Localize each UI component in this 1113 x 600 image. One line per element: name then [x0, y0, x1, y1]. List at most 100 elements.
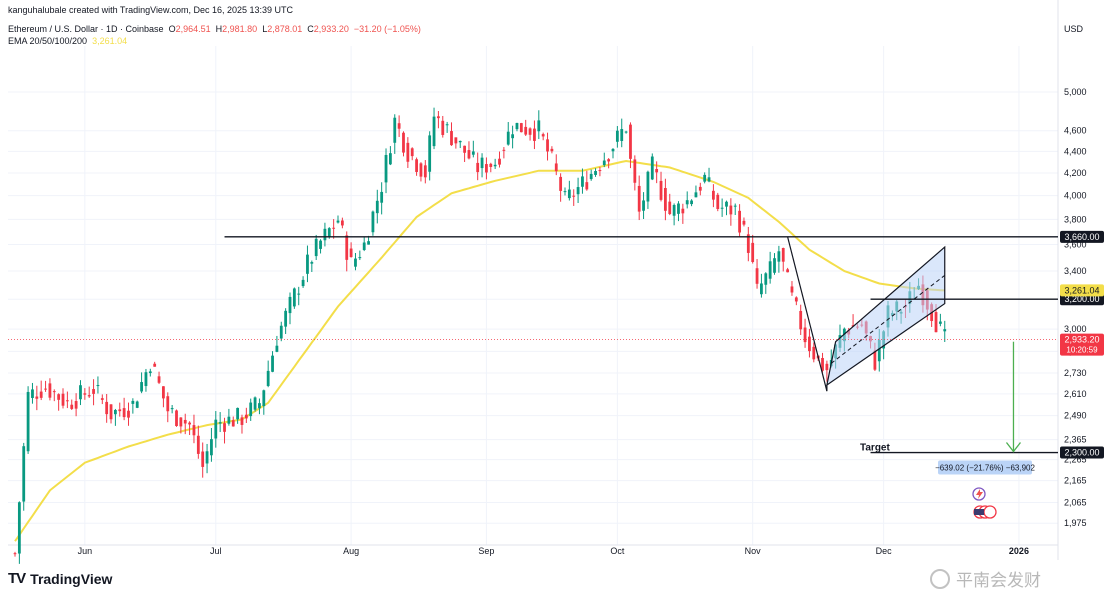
x-tick-label: Sep: [478, 546, 494, 556]
candle-up: [589, 173, 593, 180]
candle-up: [301, 279, 305, 287]
candle-down: [585, 182, 589, 190]
candle-down: [44, 388, 47, 390]
candle-up: [17, 502, 21, 554]
x-tick-label: Jul: [210, 546, 222, 556]
currency-label[interactable]: USD: [1064, 24, 1084, 34]
event-icons[interactable]: [972, 487, 997, 519]
candle-down: [738, 210, 741, 233]
candle-down: [821, 357, 824, 371]
candle-down: [345, 235, 349, 260]
candle-down: [188, 422, 191, 425]
candle-up: [764, 273, 768, 285]
x-tick-label: Jun: [78, 546, 93, 556]
candle-up: [624, 131, 628, 133]
candle-up: [79, 385, 82, 400]
candle-up: [371, 211, 375, 233]
candle-up: [511, 134, 515, 139]
candle-down: [397, 123, 401, 129]
candle-down: [105, 401, 109, 415]
low-value: 2,878.01: [267, 24, 303, 34]
symbol-line: Ethereum / U.S. Dollar · 1D · Coinbase O…: [8, 24, 421, 34]
candle-down: [742, 220, 746, 225]
candle-down: [183, 419, 187, 424]
x-tick-label: Nov: [745, 546, 762, 556]
candle-up: [297, 293, 301, 295]
y-tick-label: 4,000: [1064, 191, 1087, 201]
candle-down: [751, 242, 755, 262]
candle-down: [799, 310, 803, 330]
candle-up: [620, 129, 624, 141]
candle-up: [31, 389, 34, 398]
candle-down: [698, 186, 702, 191]
candle-up: [537, 120, 541, 132]
candle-down: [663, 188, 667, 211]
bear-flag-channel: [826, 245, 946, 387]
candle-up: [602, 160, 606, 166]
candle-down: [223, 423, 226, 432]
x-axis[interactable]: Jun Jul Aug Sep Oct Nov Dec 2026: [78, 546, 1029, 556]
candle-up: [384, 154, 388, 183]
candle-up: [563, 191, 567, 193]
level-tag: 3,200.00: [1064, 294, 1099, 304]
level-tag-bg: [1060, 230, 1104, 243]
candle-down: [196, 435, 200, 454]
candle-up: [515, 122, 519, 130]
candle-down: [934, 312, 938, 333]
candle-up: [218, 422, 222, 424]
candle-up: [131, 400, 135, 404]
candle-down: [803, 327, 807, 343]
candle-up: [506, 131, 510, 145]
candle-up: [148, 371, 152, 374]
y-tick-label: 3,000: [1064, 324, 1087, 334]
candle-up: [445, 124, 449, 126]
measure-box: [938, 460, 1032, 475]
candle-up: [480, 157, 484, 169]
candle-down: [240, 417, 244, 425]
candle-down: [122, 408, 126, 418]
candle-up: [388, 153, 392, 165]
candle-up: [760, 283, 763, 295]
price-tags: 3,660.00 3,200.00 2,300.00 3,261.04 2,933.20…: [8, 230, 1104, 459]
candle-down: [419, 163, 423, 177]
candle-up: [310, 262, 314, 264]
candle-down: [786, 269, 790, 273]
candle-up: [140, 382, 143, 392]
candle-down: [65, 400, 69, 402]
brand-name: TradingView: [30, 570, 113, 587]
candle-up: [471, 151, 475, 155]
candle-down: [559, 176, 563, 191]
candle-up: [493, 164, 497, 167]
candle-up: [733, 205, 737, 207]
candle-up: [306, 254, 309, 274]
candle-up: [581, 176, 584, 187]
candle-down: [554, 163, 558, 172]
ema-value: 3,261.04: [92, 36, 128, 46]
symbol-name[interactable]: Ethereum / U.S. Dollar · 1D · Coinbase: [8, 24, 164, 34]
candle-down: [790, 286, 794, 293]
open-value: 2,964.51: [175, 24, 211, 34]
y-tick-label: 5,000: [1064, 87, 1087, 97]
tradingview-brand[interactable]: TV TradingView: [8, 570, 112, 587]
chart-credit: kanguhalubale created with TradingView.c…: [8, 5, 294, 15]
candle-up: [576, 187, 580, 195]
candle-up: [22, 446, 26, 502]
ema-legend[interactable]: EMA 20/50/100/200 3,261.04: [8, 36, 127, 46]
candle-up: [96, 385, 100, 387]
candle-down: [231, 420, 235, 427]
candle-up: [777, 251, 781, 262]
candle-down: [100, 398, 104, 400]
candle-down: [528, 128, 532, 135]
candle-up: [672, 205, 676, 216]
price-tag: 2,933.20: [1064, 335, 1099, 345]
ema-tag-bg: [1060, 284, 1104, 297]
candle-down: [607, 159, 611, 162]
candle-down: [166, 396, 170, 412]
candle-down: [755, 268, 759, 284]
candle-down: [437, 116, 440, 119]
candle-down: [524, 126, 528, 135]
candle-down: [659, 180, 663, 200]
candle-down: [192, 425, 196, 436]
candle-down: [668, 201, 672, 215]
